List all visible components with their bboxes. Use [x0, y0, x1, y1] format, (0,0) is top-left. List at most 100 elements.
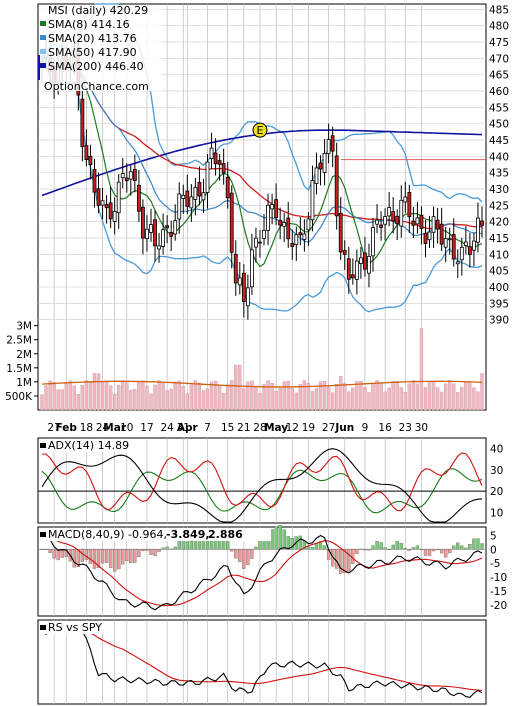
- candle-body: [112, 210, 117, 222]
- price-y-tick: 485: [489, 4, 509, 16]
- volume-bar: [48, 380, 52, 411]
- volume-bar: [355, 381, 359, 411]
- volume-bar: [250, 380, 254, 411]
- macd-histogram-bar: [391, 544, 395, 550]
- macd-histogram-bar: [286, 536, 290, 550]
- plus-di-line: [41, 452, 483, 512]
- volume-bar: [157, 380, 161, 411]
- candle-body: [367, 255, 371, 274]
- candle-body: [451, 234, 456, 260]
- candle-body: [346, 258, 351, 280]
- macd-histogram-bar: [173, 546, 177, 550]
- candle-body: [322, 153, 327, 173]
- macd-histogram-bar: [254, 546, 258, 550]
- candle-body: [161, 229, 166, 247]
- volume-bar: [326, 386, 331, 411]
- candle-body: [476, 217, 480, 243]
- volume-bar: [52, 382, 56, 411]
- legend-label: SMA(200) 446.40: [48, 60, 144, 73]
- volume-bar: [294, 392, 298, 411]
- rs-line: [41, 627, 483, 698]
- x-tick-label: 12: [286, 422, 299, 434]
- candle-body: [379, 224, 383, 228]
- volume-bar: [92, 373, 97, 411]
- macd-histogram-bar: [157, 549, 161, 552]
- candle-body: [258, 241, 262, 244]
- volume-bar: [270, 383, 274, 411]
- price-y-tick: 445: [489, 135, 509, 147]
- volume-bar: [290, 386, 294, 411]
- candle-body: [423, 232, 428, 244]
- candle-body: [358, 257, 363, 264]
- candle-body: [153, 219, 157, 247]
- candle-body: [221, 163, 226, 174]
- candle-body: [472, 240, 476, 251]
- macd-histogram-bar: [310, 547, 315, 550]
- macd-histogram-bar: [343, 549, 347, 574]
- macd-histogram-bar: [351, 549, 355, 564]
- macd-histogram-bar: [238, 549, 242, 562]
- macd-histogram-bar: [274, 526, 278, 550]
- volume-bar: [343, 383, 347, 411]
- candle-body: [80, 98, 85, 147]
- candle-body: [149, 224, 153, 233]
- volume-bar: [201, 390, 206, 411]
- volume-bar: [213, 380, 218, 411]
- rs-average-line: [41, 630, 483, 692]
- x-tick-label: Feb: [56, 422, 78, 434]
- macd-y-tick: -10: [490, 572, 507, 584]
- volume-bar: [460, 387, 464, 411]
- macd-histogram-bar: [415, 545, 420, 550]
- macd-histogram-bar: [44, 548, 48, 550]
- candle-body: [338, 212, 343, 253]
- macd-histogram-bar: [108, 549, 113, 568]
- candle-body: [431, 216, 436, 233]
- candle-body: [290, 243, 295, 247]
- candle-body: [241, 272, 246, 302]
- candle-body: [225, 176, 230, 199]
- macd-histogram-bar: [48, 549, 52, 553]
- price-y-tick: 470: [489, 53, 509, 65]
- candle-body: [217, 160, 222, 165]
- earnings-marker: [252, 122, 268, 138]
- candle-body: [116, 181, 121, 214]
- macd-histogram-bar: [121, 549, 125, 565]
- volume-bar: [419, 328, 424, 411]
- volume-bar: [64, 382, 68, 411]
- macd-histogram-bar: [145, 549, 149, 551]
- volume-bar: [330, 392, 335, 411]
- volume-bar: [133, 389, 137, 411]
- volume-bar: [298, 384, 302, 411]
- adx-y-tick: 20: [490, 486, 503, 498]
- volume-bar: [153, 384, 157, 411]
- candle-body: [411, 220, 416, 226]
- watermark: OptionChance.com: [44, 80, 149, 93]
- volume-bar: [476, 391, 480, 411]
- candle-body: [84, 145, 89, 160]
- volume-bar: [242, 388, 246, 411]
- minus-di-line: [41, 468, 483, 514]
- volume-bar: [351, 387, 355, 411]
- volume-bar: [56, 389, 60, 411]
- price-y-tick: 480: [489, 21, 509, 33]
- macd-y-tick: -5: [490, 558, 500, 570]
- candle-body: [108, 202, 113, 220]
- adx-y-tick: 40: [490, 444, 503, 456]
- candle-body: [391, 211, 396, 222]
- macd-histogram-bar: [476, 538, 480, 550]
- volume-bar: [254, 386, 258, 411]
- macd-histogram-bar: [96, 549, 101, 568]
- macd-histogram-bar: [403, 548, 407, 550]
- macd-y-tick: -15: [490, 586, 507, 598]
- macd-histogram-bar: [444, 549, 448, 558]
- macd-line: [41, 534, 483, 611]
- candle-body: [262, 229, 266, 239]
- volume-y-tick: 500K: [5, 391, 33, 403]
- volume-bar: [407, 383, 411, 411]
- macd-histogram-bar: [84, 549, 89, 560]
- macd-histogram-bar: [456, 542, 460, 550]
- candle-body: [136, 184, 141, 212]
- volume-bar: [173, 381, 177, 411]
- candle-body: [229, 192, 234, 253]
